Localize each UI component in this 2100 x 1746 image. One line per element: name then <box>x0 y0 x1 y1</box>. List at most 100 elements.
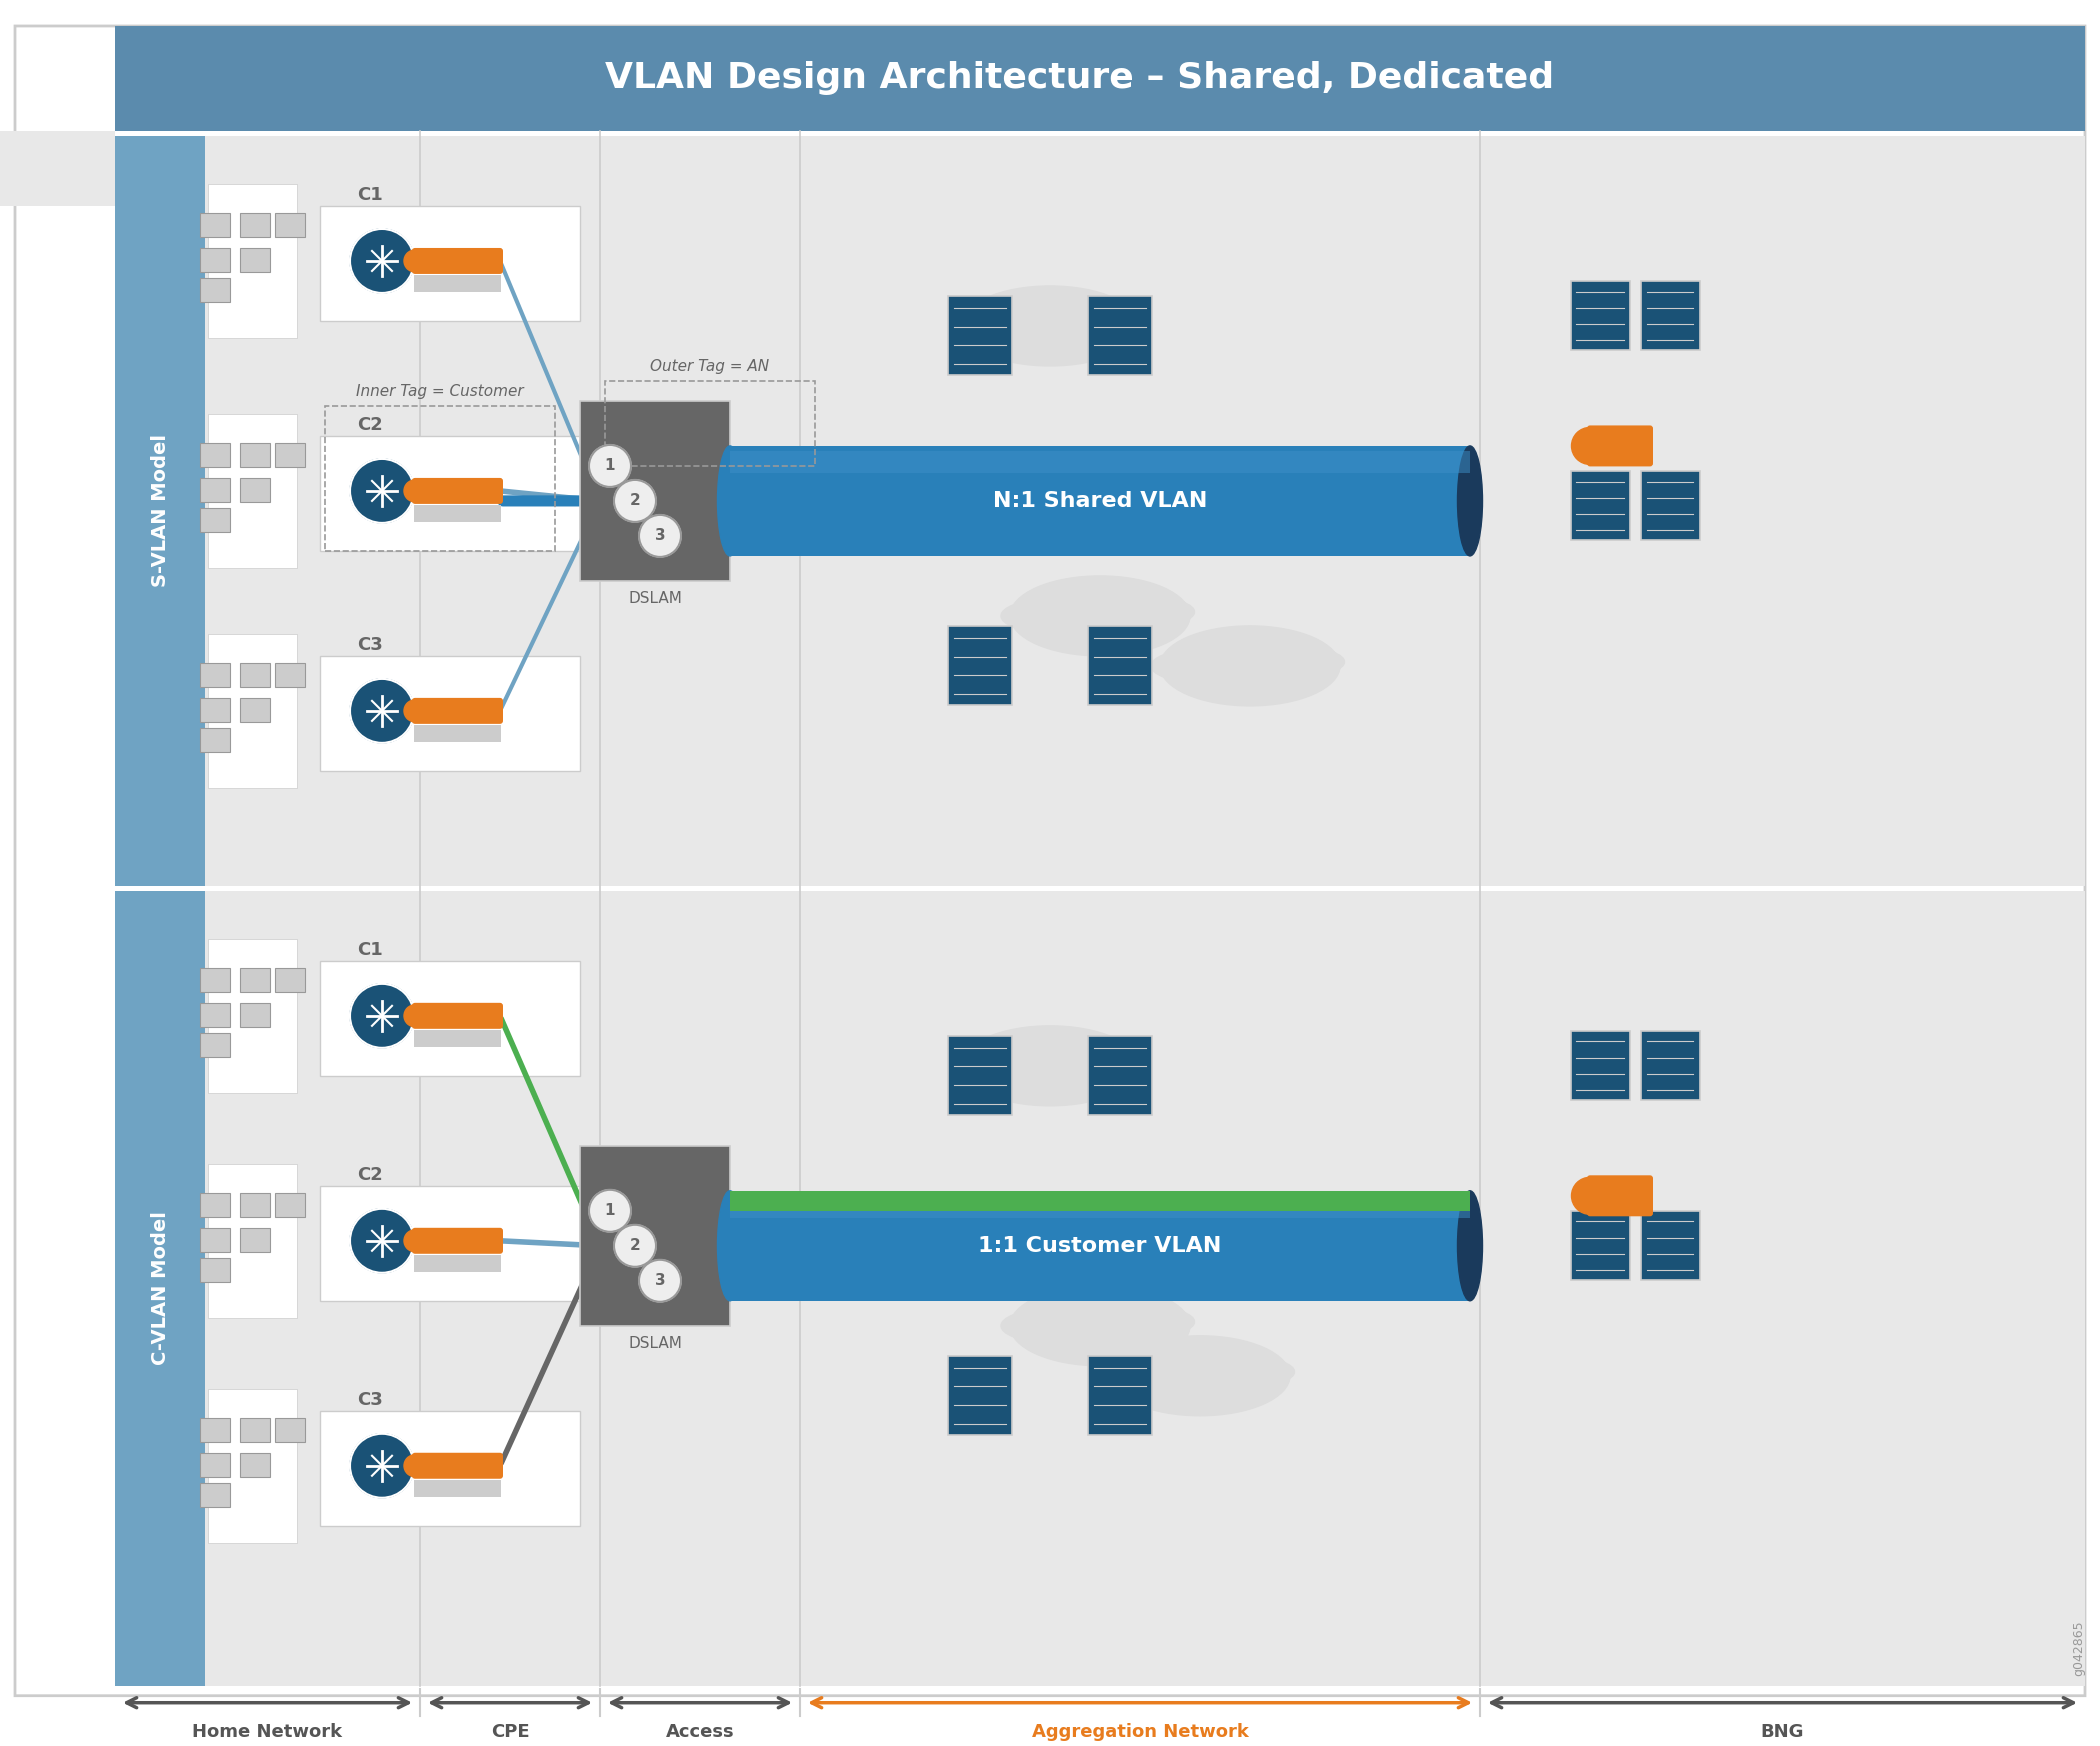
FancyBboxPatch shape <box>275 213 304 237</box>
Text: 3: 3 <box>655 1273 666 1289</box>
FancyBboxPatch shape <box>116 136 2085 885</box>
FancyBboxPatch shape <box>1640 1212 1699 1280</box>
FancyBboxPatch shape <box>414 505 502 522</box>
FancyBboxPatch shape <box>275 1193 304 1217</box>
FancyBboxPatch shape <box>1571 471 1630 541</box>
Ellipse shape <box>1186 637 1277 670</box>
FancyBboxPatch shape <box>731 1191 1470 1301</box>
Text: DSLAM: DSLAM <box>628 590 682 606</box>
Circle shape <box>403 1229 426 1252</box>
FancyBboxPatch shape <box>208 414 296 567</box>
Text: C3: C3 <box>357 1392 382 1409</box>
Circle shape <box>351 983 414 1048</box>
FancyBboxPatch shape <box>239 1002 271 1027</box>
Ellipse shape <box>1111 1336 1289 1416</box>
FancyBboxPatch shape <box>200 1482 231 1507</box>
Ellipse shape <box>1077 587 1168 616</box>
Ellipse shape <box>1264 648 1344 676</box>
FancyBboxPatch shape <box>200 248 231 272</box>
FancyBboxPatch shape <box>731 452 1470 473</box>
Text: C2: C2 <box>357 416 382 435</box>
Text: C2: C2 <box>357 1166 382 1184</box>
FancyBboxPatch shape <box>1088 1357 1153 1435</box>
FancyBboxPatch shape <box>319 960 580 1076</box>
FancyBboxPatch shape <box>275 967 304 992</box>
Circle shape <box>403 700 426 721</box>
FancyBboxPatch shape <box>239 478 271 501</box>
Ellipse shape <box>1151 650 1241 683</box>
Ellipse shape <box>987 299 1077 330</box>
FancyBboxPatch shape <box>239 967 271 992</box>
Ellipse shape <box>987 1037 1077 1070</box>
Text: VLAN Design Architecture – Shared, Dedicated: VLAN Design Architecture – Shared, Dedic… <box>605 61 1554 94</box>
Circle shape <box>1571 428 1609 464</box>
FancyBboxPatch shape <box>208 939 296 1093</box>
Circle shape <box>351 229 414 293</box>
FancyBboxPatch shape <box>0 131 116 206</box>
FancyBboxPatch shape <box>200 1418 231 1442</box>
FancyBboxPatch shape <box>1088 627 1153 705</box>
FancyBboxPatch shape <box>1640 281 1699 351</box>
FancyBboxPatch shape <box>947 627 1012 705</box>
Text: 2: 2 <box>630 1238 640 1254</box>
FancyBboxPatch shape <box>200 728 231 753</box>
FancyBboxPatch shape <box>947 1037 1012 1116</box>
FancyBboxPatch shape <box>580 1145 731 1325</box>
FancyBboxPatch shape <box>319 1186 580 1301</box>
FancyBboxPatch shape <box>947 297 1012 375</box>
FancyBboxPatch shape <box>414 1255 502 1271</box>
Text: Inner Tag = Customer: Inner Tag = Customer <box>357 384 523 398</box>
FancyBboxPatch shape <box>15 26 2085 1695</box>
Ellipse shape <box>1136 1348 1226 1379</box>
Ellipse shape <box>1010 576 1191 656</box>
Text: g042865: g042865 <box>2073 1620 2085 1676</box>
Text: BNG: BNG <box>1760 1723 1804 1741</box>
FancyBboxPatch shape <box>200 1453 231 1477</box>
Text: C-VLAN Model: C-VLAN Model <box>151 1212 170 1365</box>
FancyBboxPatch shape <box>1640 1032 1699 1100</box>
FancyBboxPatch shape <box>1571 1212 1630 1280</box>
Ellipse shape <box>1037 588 1128 620</box>
FancyBboxPatch shape <box>200 1257 231 1282</box>
FancyBboxPatch shape <box>731 445 1470 555</box>
FancyBboxPatch shape <box>319 206 580 321</box>
Text: Home Network: Home Network <box>193 1723 342 1741</box>
FancyBboxPatch shape <box>239 1453 271 1477</box>
Text: 2: 2 <box>630 494 640 508</box>
FancyBboxPatch shape <box>275 1418 304 1442</box>
Circle shape <box>638 1261 680 1303</box>
FancyBboxPatch shape <box>731 1191 1470 1210</box>
Circle shape <box>1571 1177 1609 1213</box>
Text: C3: C3 <box>357 636 382 655</box>
FancyBboxPatch shape <box>200 443 231 466</box>
FancyBboxPatch shape <box>414 1481 502 1496</box>
Text: Aggregation Network: Aggregation Network <box>1031 1723 1247 1741</box>
FancyBboxPatch shape <box>275 443 304 466</box>
Text: CPE: CPE <box>491 1723 529 1741</box>
Ellipse shape <box>1063 1048 1144 1076</box>
FancyBboxPatch shape <box>200 1227 231 1252</box>
FancyBboxPatch shape <box>580 402 731 581</box>
FancyBboxPatch shape <box>200 698 231 721</box>
FancyBboxPatch shape <box>208 634 296 787</box>
Text: C1: C1 <box>357 941 382 959</box>
Ellipse shape <box>1214 1358 1294 1386</box>
FancyBboxPatch shape <box>414 725 502 742</box>
FancyBboxPatch shape <box>200 213 231 237</box>
Ellipse shape <box>1457 1191 1483 1301</box>
Circle shape <box>403 1454 426 1477</box>
Ellipse shape <box>951 311 1042 342</box>
FancyBboxPatch shape <box>412 478 504 505</box>
FancyBboxPatch shape <box>412 698 504 725</box>
Circle shape <box>403 250 426 272</box>
Text: N:1 Shared VLAN: N:1 Shared VLAN <box>993 491 1208 512</box>
FancyBboxPatch shape <box>1088 297 1153 375</box>
FancyBboxPatch shape <box>319 1411 580 1526</box>
Text: S-VLAN Model: S-VLAN Model <box>151 435 170 587</box>
FancyBboxPatch shape <box>200 1002 231 1027</box>
Ellipse shape <box>1010 1285 1191 1365</box>
FancyBboxPatch shape <box>1588 426 1653 466</box>
Circle shape <box>588 445 630 487</box>
Ellipse shape <box>960 286 1140 367</box>
FancyBboxPatch shape <box>947 1357 1012 1435</box>
